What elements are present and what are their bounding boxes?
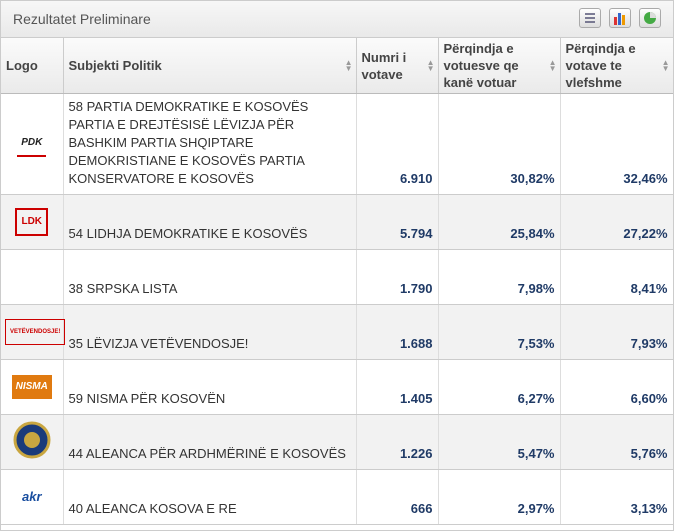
logo-cell: LDK: [1, 194, 64, 250]
results-table: Logo Subjekti Politik ▲ ▼ Numri i votave ▲ ▼ Pë…: [1, 38, 673, 525]
party-logo: LDK: [15, 208, 49, 236]
icon: [614, 13, 625, 25]
number-cell: 8,41%: [560, 249, 673, 305]
number-cell: 1.405: [356, 359, 439, 415]
bar-view-button[interactable]: [609, 8, 631, 28]
column-header[interactable]: Përqindja e votave te vlefshme ▲ ▼: [560, 38, 673, 94]
sort-arrows: ▲ ▼: [548, 57, 557, 73]
title-bar: Rezultatet Preliminare: [1, 1, 673, 38]
party-logo: akr: [21, 489, 42, 504]
table-row: VETËVENDOSJE! 35 LËVIZJA VETËVENDOSJE! 1.6…: [1, 304, 673, 360]
number-cell: 2,97%: [438, 469, 561, 525]
party-logo: VETËVENDOSJE!: [5, 319, 66, 345]
column-header[interactable]: Përqindja e votuesve qe kanë votuar ▲ ▼: [438, 38, 561, 94]
number-cell: 6,60%: [560, 359, 673, 415]
sort-arrows: ▲ ▼: [344, 57, 353, 73]
table-row: 38 SRPSKA LISTA 1.790 7,98% 8,41%: [1, 249, 673, 305]
logo-cell: [1, 414, 64, 470]
panel-title: Rezultatet Preliminare: [13, 11, 151, 27]
table-row: 44 ALEANCA PËR ARDHMËRINË E KOSOVËS 1.226…: [1, 414, 673, 470]
number-cell: 7,53%: [438, 304, 561, 360]
column-label: Subjekti Politik: [68, 58, 162, 73]
column-header: Logo: [1, 38, 64, 94]
column-label: Numri i votave: [361, 49, 407, 82]
number-cell: 7,93%: [560, 304, 673, 360]
logo-cell: NISMA: [1, 359, 64, 415]
number-cell: 6,27%: [438, 359, 561, 415]
number-cell: 27,22%: [560, 194, 673, 250]
number-cell: 1.688: [356, 304, 439, 360]
number-cell: 1.790: [356, 249, 439, 305]
number-cell: 30,82%: [438, 93, 561, 195]
number-cell: 5.794: [356, 194, 439, 250]
party-name-cell: 35 LËVIZJA VETËVENDOSJE!: [63, 304, 357, 360]
party-name-cell: 54 LIDHJA DEMOKRATIKE E KOSOVËS: [63, 194, 357, 250]
column-header[interactable]: Subjekti Politik ▲ ▼: [63, 38, 357, 94]
party-name-cell: 58 PARTIA DEMOKRATIKE E KOSOVËS PARTIA E…: [63, 93, 357, 195]
party-logo: NISMA: [11, 375, 52, 399]
number-cell: 5,76%: [560, 414, 673, 470]
table-row: LDK 54 LIDHJA DEMOKRATIKE E KOSOVËS 5.794 2…: [1, 194, 673, 250]
icon: [585, 13, 595, 23]
number-cell: 7,98%: [438, 249, 561, 305]
logo-cell: akr: [1, 469, 64, 525]
table-view-button[interactable]: [579, 8, 601, 28]
logo-cell: VETËVENDOSJE!: [1, 304, 66, 360]
logo-cell: [1, 249, 64, 305]
party-name-cell: 59 NISMA PËR KOSOVËN: [63, 359, 357, 415]
party-name-cell: 44 ALEANCA PËR ARDHMËRINË E KOSOVËS: [63, 414, 357, 470]
number-cell: 5,47%: [438, 414, 561, 470]
pie-view-button[interactable]: [639, 8, 661, 28]
sort-arrows: ▲ ▼: [661, 57, 670, 73]
party-name-cell: 40 ALEANCA KOSOVA E RE: [63, 469, 357, 525]
party-emblem: [13, 421, 51, 458]
party-logo: PDK: [17, 131, 47, 157]
number-cell: 1.226: [356, 414, 439, 470]
number-cell: 32,46%: [560, 93, 673, 195]
table-body: PDK 58 PARTIA DEMOKRATIKE E KOSOVËS PARTI…: [1, 93, 673, 525]
column-header[interactable]: Numri i votave ▲ ▼: [356, 38, 439, 94]
icon: [644, 12, 656, 24]
number-cell: 3,13%: [560, 469, 673, 525]
number-cell: 25,84%: [438, 194, 561, 250]
sort-arrows: ▲ ▼: [426, 57, 435, 73]
number-cell: 666: [356, 469, 439, 525]
party-name-cell: 38 SRPSKA LISTA: [63, 249, 357, 305]
column-label: Përqindja e votuesve qe kanë votuar: [443, 41, 519, 90]
table-row: NISMA 59 NISMA PËR KOSOVËN 1.405 6,27% 6,60%: [1, 359, 673, 415]
column-label: Logo: [6, 58, 38, 73]
number-cell: 6.910: [356, 93, 439, 195]
logo-cell: PDK: [1, 93, 64, 195]
table-row: akr 40 ALEANCA KOSOVA E RE 666 2,97% 3,13%: [1, 469, 673, 525]
header-row: Logo Subjekti Politik ▲ ▼ Numri i votave ▲ ▼ Pë…: [1, 38, 673, 94]
table-row: PDK 58 PARTIA DEMOKRATIKE E KOSOVËS PARTI…: [1, 93, 673, 195]
column-label: Përqindja e votave te vlefshme: [565, 41, 636, 90]
